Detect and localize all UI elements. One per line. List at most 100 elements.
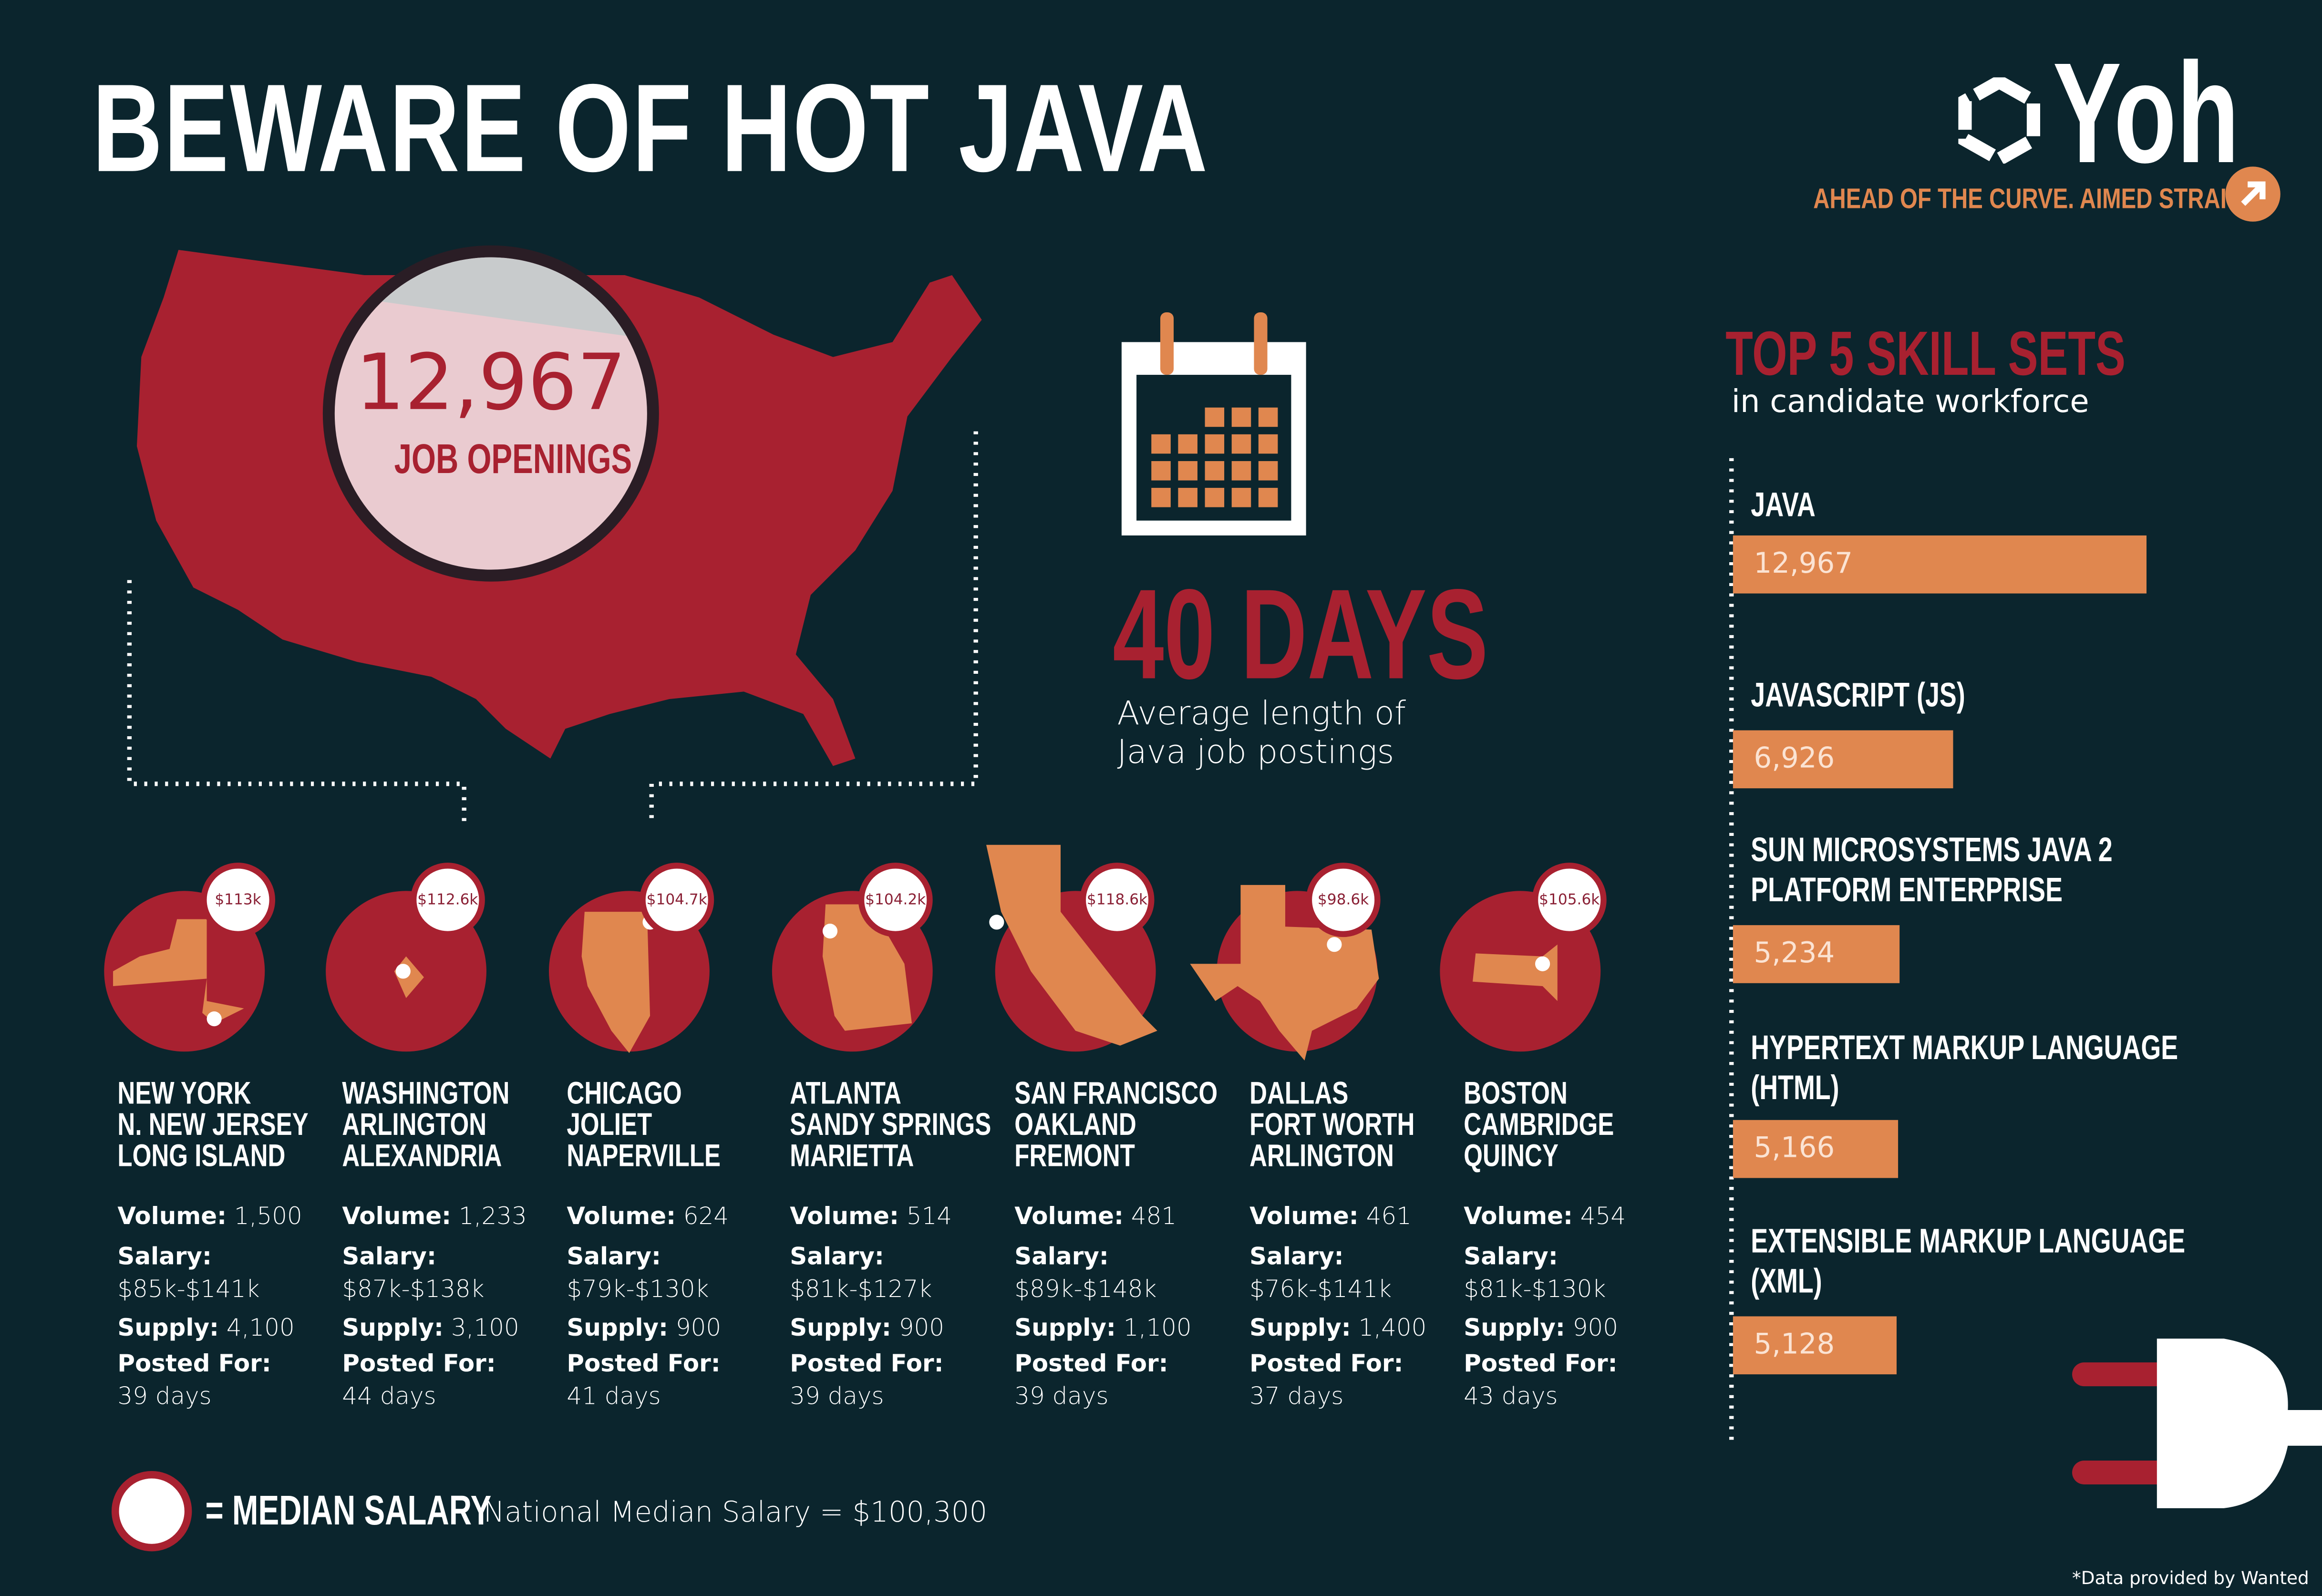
- city-location-dot: [1535, 956, 1550, 971]
- volume-label: Volume:: [342, 1202, 452, 1230]
- salary-label: Salary:: [117, 1241, 212, 1270]
- posted-days: 37 days: [1249, 1381, 1344, 1411]
- volume-label: Volume:: [790, 1202, 899, 1230]
- calendar-day-cell: [1178, 434, 1197, 454]
- calendar-day-cell: [1258, 461, 1278, 481]
- posted-label: Posted For:: [342, 1349, 496, 1378]
- job-openings-count: 12,967: [355, 339, 627, 429]
- supply-value: 3,100: [451, 1312, 519, 1341]
- job-openings-label: JOB OPENINGS: [394, 435, 632, 482]
- city-name: OAKLAND: [1014, 1108, 1136, 1143]
- skills-title: TOP 5 SKILL SETS: [1725, 318, 2126, 389]
- skill-label-line: (HTML): [1751, 1068, 1839, 1107]
- city-location-dot: [206, 1011, 222, 1027]
- page-title: BEWARE OF HOT JAVA: [92, 58, 1209, 198]
- skill-label-line: PLATFORM ENTERPRISE: [1751, 870, 2063, 909]
- salary-range: $81k-$130k: [1464, 1274, 1606, 1302]
- median-salary-badge: $118.6k: [1080, 863, 1155, 937]
- median-salary-badge: $112.6k: [410, 863, 485, 937]
- skill-label-line: JAVA: [1751, 484, 1816, 524]
- skill-label-line: (XML): [1751, 1261, 1822, 1300]
- city-name: BOSTON: [1464, 1077, 1568, 1112]
- posted-label: Posted For:: [567, 1349, 721, 1378]
- supply-value: 1,100: [1123, 1312, 1192, 1341]
- city-name: NEW YORK: [117, 1077, 251, 1112]
- average-days-description: Average length of Java job postings: [1117, 696, 1406, 773]
- state-shape: [822, 904, 912, 1031]
- posted-label: Posted For:: [1464, 1349, 1618, 1378]
- salary-label: Salary:: [1014, 1241, 1109, 1270]
- posted-label: Posted For:: [117, 1349, 271, 1378]
- volume-value: 481: [1131, 1202, 1177, 1230]
- salary-label: Salary:: [790, 1241, 884, 1270]
- city-location-dot: [989, 915, 1004, 930]
- plug-icon: [2072, 1339, 2322, 1508]
- volume-value: 1,500: [234, 1202, 302, 1230]
- salary-range: $76k-$141k: [1249, 1274, 1392, 1302]
- state-shape: [581, 912, 650, 1053]
- skill-value: 12,967: [1754, 547, 1853, 580]
- volume-value: 461: [1366, 1202, 1412, 1230]
- dotted-divider: [1729, 458, 1734, 1443]
- skill-bar: 5,128: [1733, 1316, 1897, 1375]
- skill-value: 6,926: [1754, 742, 1835, 775]
- salary-label: Salary:: [342, 1241, 436, 1270]
- calendar-day-cell: [1205, 434, 1225, 454]
- supply-label: Supply:: [1249, 1312, 1351, 1341]
- city-name: DALLAS: [1249, 1077, 1349, 1112]
- calendar-day-cell: [1231, 488, 1251, 507]
- skill-label-line: EXTENSIBLE MARKUP LANGUAGE: [1751, 1221, 2186, 1260]
- supply-label: Supply:: [117, 1312, 219, 1341]
- supply-value: 4,100: [226, 1312, 295, 1341]
- supply-value: 900: [898, 1312, 945, 1341]
- calendar-day-cell: [1258, 434, 1278, 454]
- volume-value: 454: [1580, 1202, 1626, 1230]
- state-shape: [986, 844, 1157, 1046]
- national-median-salary: National Median Salary = $100,300: [483, 1496, 988, 1529]
- calendar-day-cell: [1258, 407, 1278, 427]
- calendar-day-cell: [1205, 461, 1225, 481]
- calendar-day-cell: [1151, 434, 1171, 454]
- volume-value: 624: [683, 1202, 729, 1230]
- posted-label: Posted For:: [790, 1349, 944, 1378]
- city-name: CAMBRIDGE: [1464, 1108, 1614, 1143]
- city-name: ALEXANDRIA: [342, 1139, 502, 1174]
- city-location-dot: [1327, 937, 1342, 952]
- city-names: CHICAGO JOLIET NAPERVILLE: [567, 1078, 741, 1172]
- calendar-day-cell: [1205, 407, 1225, 427]
- volume-label: Volume:: [1014, 1202, 1124, 1230]
- median-salary-badge: $104.2k: [858, 863, 933, 937]
- skill-label: HYPERTEXT MARKUP LANGUAGE (HTML): [1751, 1028, 2178, 1108]
- city-names: SAN FRANCISCO OAKLAND FREMONT: [1014, 1077, 1218, 1172]
- calendar-day-cell: [1151, 461, 1171, 481]
- volume-label: Volume:: [567, 1202, 676, 1230]
- supply-label: Supply:: [567, 1312, 668, 1341]
- salary-range: $81k-$127k: [790, 1274, 932, 1302]
- skill-bar: 5,166: [1733, 1120, 1898, 1178]
- median-salary-legend-label: = MEDIAN SALARY: [205, 1487, 492, 1534]
- city-name: ARLINGTON: [342, 1108, 487, 1143]
- city-card: DALLAS FORT WORTH ARLINGTON Volume: 461 Sa…: [1249, 1078, 1473, 1413]
- salary-label: Salary:: [567, 1241, 661, 1270]
- skill-label: JAVASCRIPT (JS): [1751, 675, 1965, 715]
- calendar-day-cell: [1258, 488, 1278, 507]
- city-card: NEW YORK N. NEW JERSEY LONG ISLAND Volume:…: [117, 1078, 341, 1413]
- yoh-logo: Yoh: [2053, 34, 2239, 194]
- calendar-day-cell: [1231, 461, 1251, 481]
- posted-label: Posted For:: [1249, 1349, 1404, 1378]
- supply-value: 900: [675, 1312, 722, 1341]
- volume-label: Volume:: [1249, 1202, 1359, 1230]
- posted-days: 39 days: [790, 1381, 884, 1411]
- city-names: NEW YORK N. NEW JERSEY LONG ISLAND: [117, 1077, 308, 1172]
- skill-bar: 5,234: [1733, 925, 1900, 983]
- city-names: BOSTON CAMBRIDGE QUINCY: [1464, 1078, 1638, 1172]
- description-line-2: Java job postings: [1117, 734, 1394, 772]
- footnote: *Data provided by Wanted: [2072, 1567, 2309, 1589]
- city-name: SAN FRANCISCO: [1014, 1077, 1218, 1112]
- calendar-icon: [1121, 312, 1306, 535]
- supply-label: Supply:: [1464, 1312, 1565, 1341]
- average-days: 40 DAYS: [1113, 564, 1488, 707]
- city-name: SANDY SPRINGS: [790, 1108, 991, 1143]
- state-shape: [113, 919, 244, 1024]
